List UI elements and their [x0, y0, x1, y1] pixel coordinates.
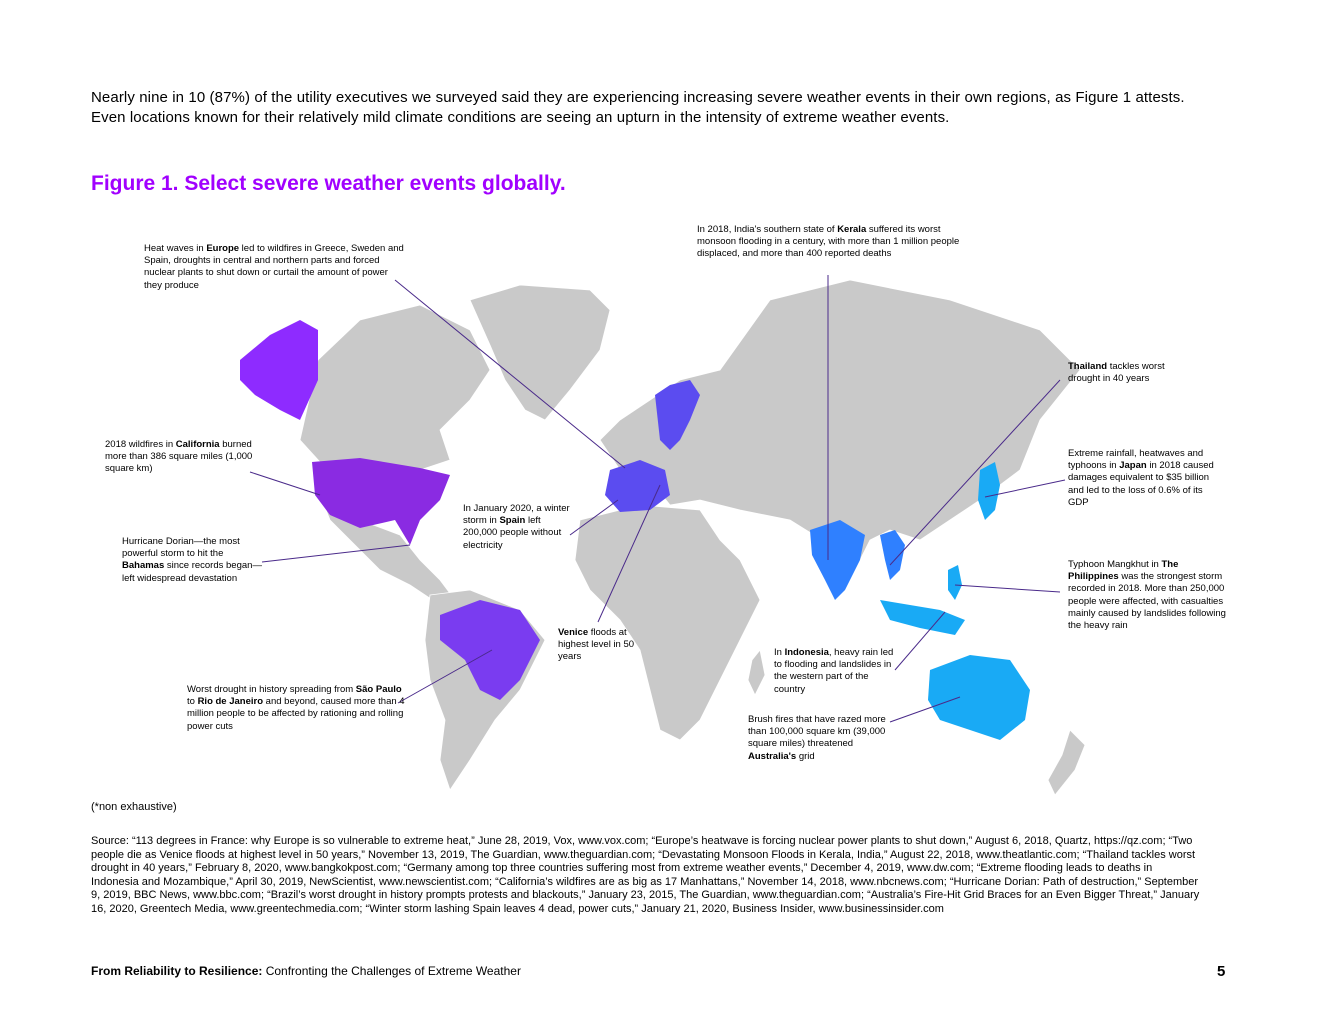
annotation-thailand: Thailand tackles worst drought in 40 yea…	[1068, 361, 1165, 385]
thailand-region	[880, 530, 905, 580]
usa-region	[312, 458, 450, 545]
annotation-australia: Brush fires that have razed more than 10…	[748, 714, 886, 762]
africa	[574, 504, 761, 741]
footer-title: From Reliability to Resilience: Confront…	[91, 964, 521, 978]
madagascar	[747, 649, 766, 696]
leader-spain	[569, 499, 619, 536]
page-number: 5	[1217, 963, 1226, 980]
japan-region	[978, 462, 1000, 520]
new-zealand	[1047, 729, 1086, 796]
alaska-region	[240, 320, 318, 420]
annotation-bahamas: Hurricane Dorian—the most powerful storm…	[122, 536, 262, 584]
annotation-europe: Heat waves in Europe led to wildfires in…	[144, 243, 404, 291]
eurasia	[599, 279, 1081, 561]
source-citations: Source: “113 degrees in France: why Euro…	[91, 835, 1200, 915]
leader-philippines	[954, 584, 1061, 593]
intro-paragraph: Nearly nine in 10 (87%) of the utility e…	[91, 89, 1185, 126]
australia-region	[928, 655, 1030, 740]
brazil-region	[440, 600, 540, 700]
leader-bahamas	[261, 544, 411, 563]
annotation-indonesia: In Indonesia, heavy rain led to flooding…	[774, 647, 894, 695]
annotation-brazil: Worst drought in history spreading from …	[187, 684, 405, 732]
greenland	[469, 284, 611, 421]
leader-thailand	[889, 379, 1061, 566]
annotation-philippines: Typhoon Mangkhut in The Philippines was …	[1068, 559, 1226, 632]
india-region	[810, 520, 865, 600]
leader-california	[249, 471, 321, 496]
philippines-region	[948, 565, 962, 600]
canada	[299, 304, 491, 471]
leader-venice	[597, 484, 661, 623]
non-exhaustive-note: (*non exhaustive)	[91, 801, 177, 813]
leader-indonesia	[894, 611, 946, 671]
annotation-california: 2018 wildfires in California burned more…	[105, 439, 253, 475]
scandinavia-region	[655, 380, 700, 450]
leader-europe	[394, 279, 626, 469]
annotation-venice: Venice floods at highest level in 50 yea…	[558, 627, 635, 663]
figure-title: Figure 1. Select severe weather events g…	[91, 172, 566, 195]
leader-japan	[984, 479, 1066, 498]
leader-australia	[889, 696, 961, 723]
annotation-kerala: In 2018, India's southern state of Keral…	[697, 224, 960, 260]
leader-brazil	[397, 649, 493, 704]
indonesia-region	[880, 600, 965, 635]
annotation-spain: In January 2020, a winter storm in Spain…	[463, 503, 570, 551]
annotation-japan: Extreme rainfall, heatwaves and typhoons…	[1068, 448, 1214, 508]
